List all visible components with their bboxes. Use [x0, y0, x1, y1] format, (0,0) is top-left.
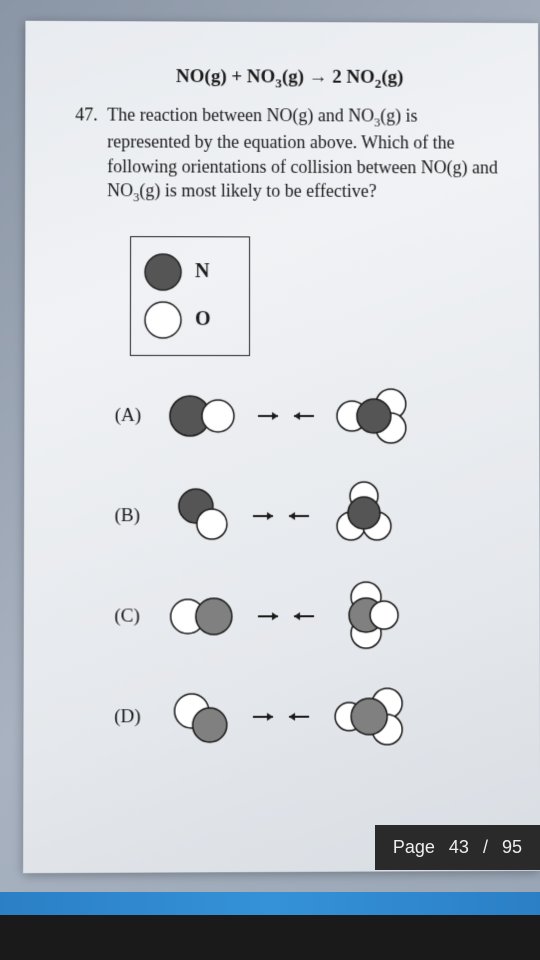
question-row: 47. The reaction between NO(g) and NO3(g… — [75, 102, 504, 206]
page-indicator: Page 43 / 95 — [375, 825, 540, 870]
page-label: Page — [393, 837, 435, 858]
page-current: 43 — [449, 837, 469, 858]
legend-o-label: O — [195, 308, 211, 331]
option-d: (D) — [114, 686, 505, 747]
option-a-label: (A) — [115, 405, 150, 427]
option-b-label: (B) — [115, 505, 150, 527]
option-b: (B) — [115, 485, 505, 545]
collision-arrows-icon — [251, 706, 311, 726]
option-a-right-molecule — [334, 386, 409, 446]
option-a: (A) — [115, 386, 505, 446]
option-b-left-molecule — [168, 488, 233, 543]
bottom-black-bar — [0, 915, 540, 960]
option-d-label: (D) — [114, 706, 149, 728]
option-c-left-molecule — [168, 591, 238, 641]
option-b-right-molecule — [329, 481, 399, 551]
option-c-right-molecule — [334, 581, 399, 651]
option-a-left-molecule — [168, 391, 238, 441]
o-atom-icon — [143, 300, 183, 340]
option-d-right-molecule — [329, 683, 409, 749]
page-total: 95 — [502, 837, 522, 858]
option-c-label: (C) — [114, 605, 149, 627]
chemical-equation: NO(g) + NO3(g) → 2 NO2(g) — [75, 66, 503, 92]
page-sep: / — [483, 837, 488, 858]
collision-arrows-icon — [256, 606, 316, 626]
collision-arrows-icon — [251, 506, 311, 526]
options-list: (A) (B — [114, 386, 505, 748]
option-c: (C) — [114, 585, 505, 646]
content-area: NO(g) + NO3(g) → 2 NO2(g) 47. The reacti… — [23, 21, 540, 768]
legend-n-row: N — [143, 252, 249, 292]
option-d-left-molecule — [168, 689, 233, 745]
legend-box: N O — [130, 236, 250, 356]
paper-page: NO(g) + NO3(g) → 2 NO2(g) 47. The reacti… — [23, 21, 540, 873]
question-number: 47. — [75, 102, 107, 205]
n-atom-icon — [143, 252, 183, 292]
question-text: The reaction between NO(g) and NO3(g) is… — [107, 102, 504, 206]
collision-arrows-icon — [256, 406, 316, 426]
legend-o-row: O — [143, 300, 249, 340]
legend-n-label: N — [195, 260, 209, 283]
